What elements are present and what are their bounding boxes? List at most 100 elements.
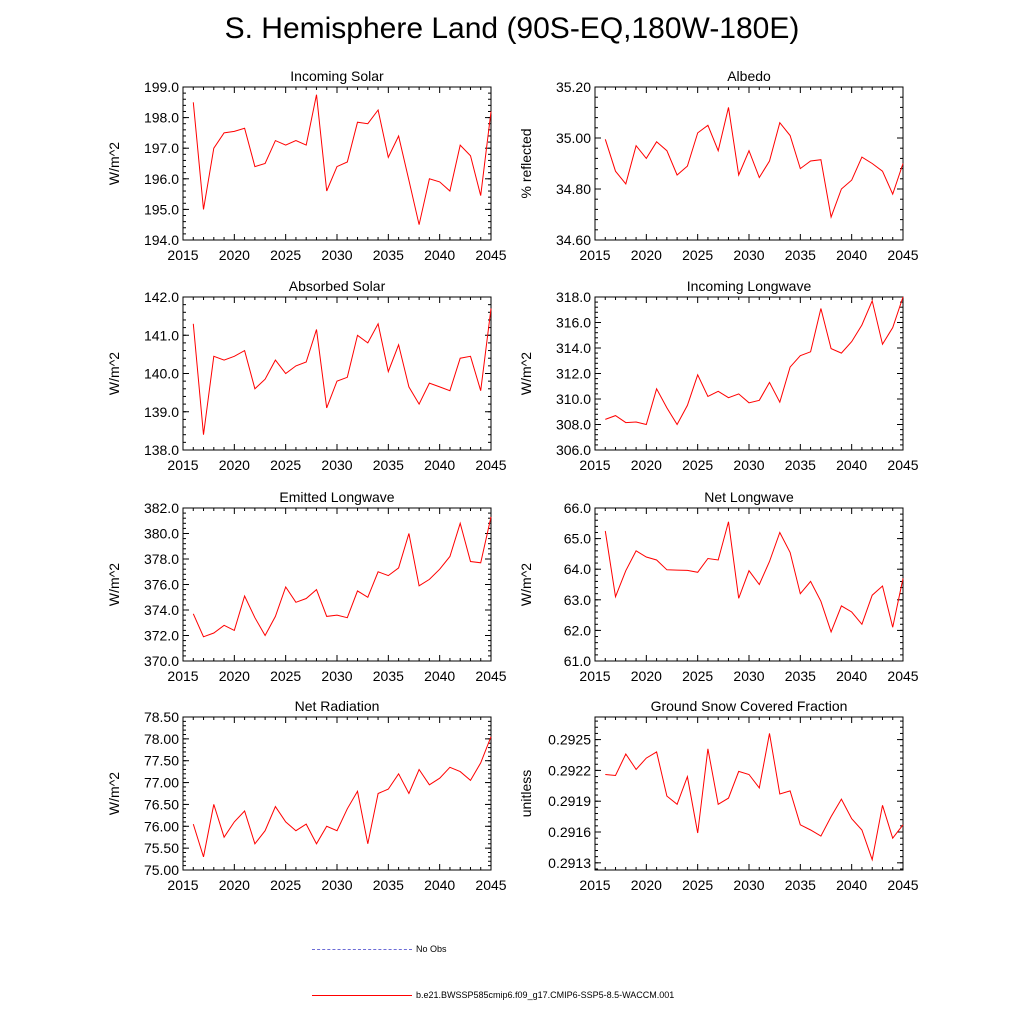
legend-model: b.e21.BWSSP585cmip6.f09_g17.CMIP6-SSP5-8… [312, 990, 674, 1000]
x-tick-label: 2020 [219, 457, 250, 473]
plot-frame [182, 716, 492, 871]
x-tick-label: 2015 [579, 247, 610, 263]
y-tick-label: 140.0 [144, 366, 179, 382]
x-tick-label: 2040 [424, 457, 455, 473]
plot-frame [182, 86, 492, 241]
panel-title: Emitted Longwave [279, 489, 394, 505]
x-tick-label: 2030 [733, 247, 764, 263]
plot-frame [594, 86, 904, 241]
chart-panel-3: Absorbed Solar W/m^2 2015 2020 2025 2030 2035 2… [106, 278, 507, 473]
plot-frame [182, 296, 492, 451]
x-tick-label: 2035 [785, 247, 816, 263]
x-tick-label: 2025 [682, 877, 713, 893]
x-tick-label: 2045 [475, 877, 506, 893]
x-tick-label: 2020 [631, 668, 662, 684]
x-tick-label: 2015 [167, 877, 198, 893]
y-tick-label: 34.80 [556, 181, 591, 197]
x-tick-label: 2045 [475, 247, 506, 263]
x-tick-label: 2035 [373, 877, 404, 893]
x-tick-label: 2040 [836, 457, 867, 473]
x-tick-label: 2025 [682, 457, 713, 473]
y-tick-label: 194.0 [144, 232, 179, 248]
x-tick-label: 2025 [270, 877, 301, 893]
x-tick-label: 2045 [887, 877, 918, 893]
y-tick-label: 65.0 [564, 531, 591, 547]
y-tick-label: 0.2916 [548, 824, 591, 840]
legend-model-line [312, 995, 412, 997]
x-tick-label: 2020 [219, 877, 250, 893]
panel-title: Net Longwave [704, 489, 794, 505]
x-tick-label: 2020 [219, 247, 250, 263]
x-tick-label: 2035 [785, 668, 816, 684]
y-tick-label: 77.00 [144, 775, 179, 791]
y-tick-label: 62.0 [564, 622, 591, 638]
y-tick-label: 382.0 [144, 500, 179, 516]
x-tick-label: 2030 [733, 457, 764, 473]
panel-title: Incoming Solar [290, 68, 384, 84]
x-tick-label: 2025 [270, 247, 301, 263]
y-axis-label: % reflected [518, 128, 534, 198]
chart-panel-8: Ground Snow Covered Fraction unitless 2015… [518, 698, 919, 893]
y-tick-label: 306.0 [556, 442, 591, 458]
legend-obs: No Obs [312, 944, 447, 954]
series-line [192, 516, 492, 638]
x-tick-label: 2020 [631, 247, 662, 263]
y-tick-label: 380.0 [144, 526, 179, 542]
y-tick-label: 141.0 [144, 327, 179, 343]
x-tick-label: 2045 [475, 457, 506, 473]
y-tick-label: 76.00 [144, 818, 179, 834]
x-tick-label: 2035 [373, 247, 404, 263]
chart-panel-6: Net Longwave W/m^2 2015 2020 2025 2030 2035 204… [518, 489, 919, 684]
y-axis-label: W/m^2 [106, 772, 122, 815]
y-tick-label: 0.2925 [548, 732, 591, 748]
y-tick-label: 314.0 [556, 340, 591, 356]
y-tick-label: 66.0 [564, 500, 591, 516]
x-tick-label: 2015 [167, 668, 198, 684]
x-tick-label: 2035 [785, 877, 816, 893]
plot-frame [594, 507, 904, 662]
legend-obs-label: No Obs [416, 944, 447, 954]
y-tick-label: 378.0 [144, 551, 179, 567]
series-line [605, 733, 904, 862]
y-tick-label: 374.0 [144, 602, 179, 618]
y-tick-label: 308.0 [556, 417, 591, 433]
chart-panel-2: Albedo % reflected 2015 2020 2025 2030 2035 204… [518, 68, 919, 263]
y-tick-label: 198.0 [144, 110, 179, 126]
y-tick-label: 78.50 [144, 709, 179, 725]
x-tick-label: 2025 [682, 668, 713, 684]
x-tick-label: 2030 [321, 668, 352, 684]
x-tick-label: 2045 [475, 668, 506, 684]
x-tick-label: 2040 [836, 247, 867, 263]
main-title: S. Hemisphere Land (90S-EQ,180W-180E) [224, 12, 800, 45]
x-tick-label: 2035 [373, 457, 404, 473]
x-tick-label: 2045 [887, 247, 918, 263]
series-line [192, 94, 492, 225]
series-line [192, 308, 492, 435]
x-tick-label: 2030 [321, 457, 352, 473]
y-axis-label: unitless [518, 770, 534, 817]
panel-title: Incoming Longwave [687, 278, 812, 294]
x-tick-label: 2030 [733, 877, 764, 893]
y-tick-label: 310.0 [556, 391, 591, 407]
series-line [604, 107, 904, 220]
y-tick-label: 0.2922 [548, 762, 591, 778]
y-tick-label: 75.50 [144, 840, 179, 856]
x-tick-label: 2040 [836, 668, 867, 684]
y-tick-label: 142.0 [144, 289, 179, 305]
y-tick-label: 0.2913 [548, 855, 591, 871]
x-tick-label: 2045 [887, 457, 918, 473]
y-axis-label: W/m^2 [106, 563, 122, 606]
series-line [192, 736, 492, 858]
y-tick-label: 197.0 [144, 140, 179, 156]
x-tick-label: 2015 [167, 247, 198, 263]
y-tick-label: 195.0 [144, 201, 179, 217]
y-tick-label: 316.0 [556, 315, 591, 331]
panel-title: Ground Snow Covered Fraction [651, 698, 848, 714]
x-tick-label: 2025 [682, 247, 713, 263]
y-tick-label: 75.00 [144, 862, 179, 878]
y-tick-label: 34.60 [556, 232, 591, 248]
y-tick-label: 76.50 [144, 796, 179, 812]
x-tick-label: 2015 [579, 457, 610, 473]
x-tick-label: 2015 [579, 877, 610, 893]
